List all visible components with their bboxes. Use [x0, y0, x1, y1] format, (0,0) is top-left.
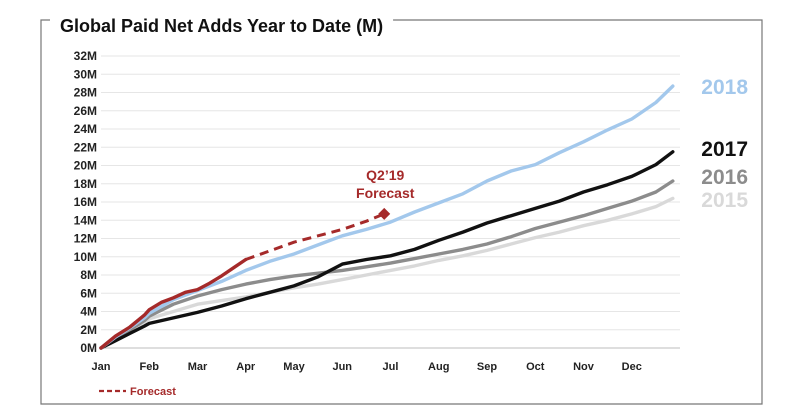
series-lines — [99, 84, 675, 350]
x-tick-label: Jun — [332, 361, 352, 373]
y-tick-label: 20M — [74, 159, 97, 173]
x-tick-label: Dec — [622, 361, 642, 373]
frame-border — [40, 19, 763, 405]
series-line-2018 — [99, 84, 675, 350]
forecast-point-marker — [378, 207, 391, 220]
y-tick-label: 22M — [74, 140, 97, 154]
y-tick-label: 4M — [80, 305, 97, 319]
gridlines — [101, 55, 680, 349]
series-label-2016: 2016 — [701, 166, 748, 189]
y-tick-label: 28M — [74, 86, 97, 100]
legend-label: Forecast — [130, 386, 176, 398]
annotation-label: Forecast — [356, 185, 415, 201]
x-tick-label: Feb — [139, 361, 159, 373]
y-tick-label: 8M — [80, 268, 97, 282]
series-line-2019 — [99, 257, 248, 350]
series-label-2017: 2017 — [701, 138, 748, 161]
y-tick-label: 16M — [74, 195, 97, 209]
y-tick-label: 6M — [80, 286, 97, 300]
chart-frame — [40, 19, 763, 405]
series-line-2015 — [99, 196, 675, 350]
x-tick-label: Nov — [573, 361, 595, 373]
annotation-label: Q2’19 — [366, 167, 404, 183]
y-tick-label: 26M — [74, 104, 97, 118]
x-tick-label: Jan — [92, 361, 111, 373]
y-tick-label: 30M — [74, 67, 97, 81]
y-tick-label: 24M — [74, 122, 97, 136]
series-line-2017 — [99, 150, 675, 350]
y-tick-label: 2M — [80, 323, 97, 337]
y-tick-label: 32M — [74, 49, 97, 63]
series-label-2015: 2015 — [701, 189, 748, 212]
series-line-2016 — [99, 179, 675, 350]
y-tick-label: 12M — [74, 232, 97, 246]
y-tick-label: 10M — [74, 250, 97, 264]
series-label-2018: 2018 — [701, 76, 748, 99]
y-tick-label: 18M — [74, 177, 97, 191]
x-tick-label: May — [283, 361, 305, 373]
x-tick-label: Sep — [477, 361, 497, 373]
x-tick-label: Jul — [383, 361, 399, 373]
y-tick-label: 14M — [74, 213, 97, 227]
chart-title: Global Paid Net Adds Year to Date (M) — [60, 16, 383, 36]
annotations: Q2’19 Forecast — [356, 167, 415, 220]
y-tick-label: 0M — [80, 341, 97, 355]
x-tick-label: Mar — [188, 361, 208, 373]
legend: Forecast — [99, 386, 176, 398]
x-tick-label: Aug — [428, 361, 449, 373]
y-axis-ticks: 0M 2M 4M 6M 8M 10M 12M 14M 16M 18M 20M 22M 24M 26M 28M… — [74, 49, 97, 355]
series-line-forecast — [245, 212, 385, 261]
x-axis-ticks: Jan Feb Mar Apr May Jun Jul Aug Sep Oct Nov Dec — [92, 361, 642, 373]
x-tick-label: Apr — [236, 361, 256, 373]
x-tick-label: Oct — [526, 361, 545, 373]
